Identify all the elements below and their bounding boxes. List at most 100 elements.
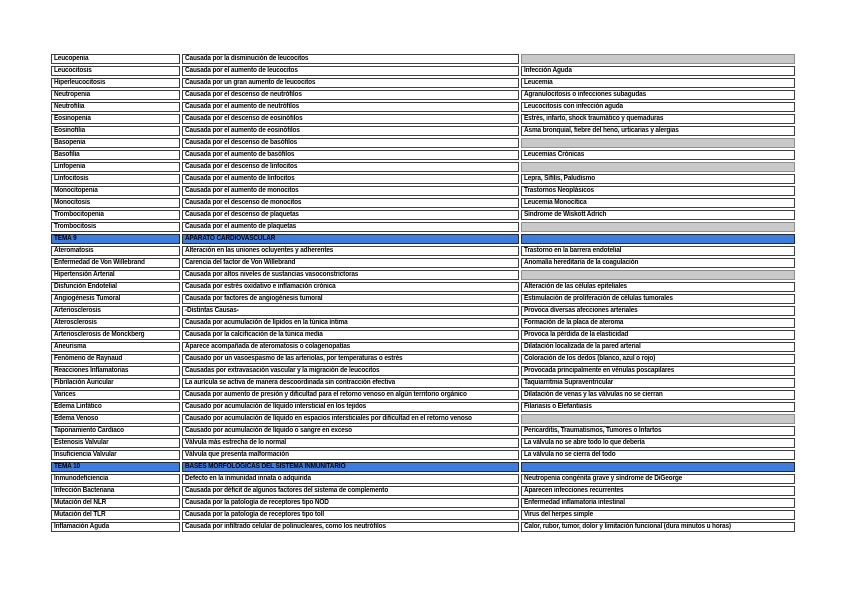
table-row: Neutrofilia Causada por el aumento de neu…: [51, 102, 795, 112]
cause-cell-text: Causada por el aumento de basófilos: [185, 151, 295, 158]
association-cell: Leucemia Monocítica: [521, 198, 795, 208]
cause-cell-text: Causada por altos niveles de sustancias …: [185, 271, 359, 278]
cause-cell-text: Causada por acumulación de lípidos en la…: [185, 319, 348, 326]
association-cell-text: Estimulación de proliferación de células…: [524, 295, 673, 302]
cause-cell-text: Causada por déficit de algunos factores …: [185, 487, 389, 494]
term-cell: Hipertensión Arterial: [51, 270, 181, 280]
association-cell: [521, 162, 795, 172]
term-cell: Estenosis Valvular: [51, 438, 181, 448]
term-cell-text: Infección Bacteriana: [54, 487, 115, 494]
term-cell-text: Trombocitopenia: [54, 211, 104, 218]
term-cell-text: Linfocitosis: [54, 175, 89, 182]
association-cell-text: La válvula no se abre todo lo que deberí…: [524, 439, 645, 446]
association-cell: Filariasis o Elefantiasis: [521, 402, 795, 412]
cause-cell: Válvula más estrecha de lo normal: [182, 438, 520, 448]
association-cell: Aparecen infecciones recurrentes: [521, 486, 795, 496]
cause-cell-text: Causado por acumulación de líquido inter…: [185, 403, 367, 410]
cause-cell: Causada por la disminución de leucocitos: [182, 54, 520, 64]
term-cell: Enfermedad de Von Willebrand: [51, 258, 181, 268]
table-row: Hipertensión Arterial Causada por altos n…: [51, 270, 795, 280]
table-row: Fibrilación Auricular La aurícula se acti…: [51, 378, 795, 388]
association-cell-text: Enfermedad inflamatoria intestinal: [524, 499, 625, 506]
term-cell-text: Arteriosclerosis: [54, 307, 101, 314]
section-header-row: TEMA 9 APARATO CARDIOVASCULAR: [51, 234, 795, 244]
cause-cell: Causada por el descenso de neutrófilos: [182, 90, 520, 100]
association-cell-text: Asma bronquial, fiebre del heno, urticar…: [524, 127, 679, 134]
cause-cell: Causada por el aumento de neutrófilos: [182, 102, 520, 112]
association-cell-text: Leucemia: [524, 79, 553, 86]
cause-cell: Aparece acompañada de ateromatosis o col…: [182, 342, 520, 352]
table-row: Aterosclerosis Causada por acumulación de…: [51, 318, 795, 328]
cause-cell-text: Causada por el aumento de neutrófilos: [185, 103, 300, 110]
term-cell: Monocitosis: [51, 198, 181, 208]
association-cell: [521, 234, 795, 244]
table-row: Insuficiencia Valvular Válvula que presen…: [51, 450, 795, 460]
cause-cell: Causada por aumento de presión y dificul…: [182, 390, 520, 400]
term-cell-text: TEMA 9: [54, 235, 77, 242]
cause-cell-text: Causada por el descenso de linfocitos: [185, 163, 298, 170]
association-cell: Alteración de las células epiteliales: [521, 282, 795, 292]
cause-cell: Causada por el aumento de monocitos: [182, 186, 520, 196]
cause-cell: Causada por déficit de algunos factores …: [182, 486, 520, 496]
table-row: Basofilia Causada por el aumento de basóf…: [51, 150, 795, 160]
association-cell-text: Leucemia Monocítica: [524, 199, 587, 206]
term-cell-text: Edema Linfático: [54, 403, 102, 410]
association-cell-text: Aparecen infecciones recurrentes: [524, 487, 624, 494]
cause-cell: Causada por el descenso de plaquetas: [182, 210, 520, 220]
table-row: Reacciones Inflamatorias Causadas por ext…: [51, 366, 795, 376]
association-cell-text: Calor, rubor, tumor, dolor y limitación …: [524, 523, 731, 530]
term-cell: Basopenia: [51, 138, 181, 148]
cause-cell: La aurícula se activa de manera descoord…: [182, 378, 520, 388]
table-row: Arteriosclerosis -Distintas Causas- Provoc…: [51, 306, 795, 316]
term-cell-text: Eosinopenia: [54, 115, 91, 122]
term-cell: Hiperleucocitosis: [51, 78, 181, 88]
association-cell: La válvula no se cierra del todo: [521, 450, 795, 460]
table-row: Arteriosclerosis de Monckberg Causada por…: [51, 330, 795, 340]
term-cell-text: Edema Venoso: [54, 415, 99, 422]
association-cell: Síndrome de Wiskott Adrich: [521, 210, 795, 220]
cause-cell-text: Causada por estrés oxidativo e inflamaci…: [185, 283, 336, 290]
cause-cell-text: Causada por el descenso de basófilos: [185, 139, 298, 146]
table-row: Eosinofilia Causada por el aumento de eos…: [51, 126, 795, 136]
term-cell: Monocitopenia: [51, 186, 181, 196]
association-cell-text: Agranulocitosis o infecciones subagudas: [524, 91, 647, 98]
association-cell: Leucocitosis con infección aguda: [521, 102, 795, 112]
term-cell: Linfopenia: [51, 162, 181, 172]
term-cell: Basofilia: [51, 150, 181, 160]
cause-cell: Causada por el aumento de basófilos: [182, 150, 520, 160]
cause-cell: Causada por el aumento de eosinófilos: [182, 126, 520, 136]
cause-cell: Causada por el descenso de monocitos: [182, 198, 520, 208]
association-cell-text: Coloración de los dedos (blanco, azul o …: [524, 355, 656, 362]
association-cell-text: Anomalía hereditaria de la coagulación: [524, 259, 639, 266]
table-row: Inflamación Aguda Causada por infiltrado …: [51, 522, 795, 532]
cause-cell: Causada por el descenso de basófilos: [182, 138, 520, 148]
cause-cell: Carencia del factor de Von Willebrand: [182, 258, 520, 268]
term-cell-text: Monocitopenia: [54, 187, 98, 194]
table-row: Edema Linfático Causado por acumulación d…: [51, 402, 795, 412]
cause-cell: Alteración en las uniones ocluyentes y a…: [182, 246, 520, 256]
cause-cell-text: Causada por el aumento de plaquetas: [185, 223, 297, 230]
association-cell-text: Síndrome de Wiskott Adrich: [524, 211, 607, 218]
cause-cell-text: Válvula más estrecha de lo normal: [185, 439, 287, 446]
cause-cell-text: Causada por la calcificación de la túnic…: [185, 331, 324, 338]
term-cell: Reacciones Inflamatorias: [51, 366, 181, 376]
term-cell: Edema Venoso: [51, 414, 181, 424]
term-cell: Inmunodeficiencia: [51, 474, 181, 484]
cause-cell-text: Defecto en la inmunidad innata o adquiri…: [185, 475, 312, 482]
table-row: Leucocitosis Causada por el aumento de le…: [51, 66, 795, 76]
term-cell-text: Eosinofilia: [54, 127, 86, 134]
association-cell: Anomalía hereditaria de la coagulación: [521, 258, 795, 268]
table-row: Inmunodeficiencia Defecto en la inmunidad…: [51, 474, 795, 484]
cause-cell: Causado por acumulación de líquido en es…: [182, 414, 520, 424]
cause-cell-text: Causada por la patología de receptores t…: [185, 499, 330, 506]
cause-cell: Causada por la patología de receptores t…: [182, 498, 520, 508]
term-cell: Neutropenia: [51, 90, 181, 100]
term-cell-text: Reacciones Inflamatorias: [54, 367, 129, 374]
association-cell-text: Leucocitosis con infección aguda: [524, 103, 624, 110]
term-cell-text: Leucopenia: [54, 55, 89, 62]
association-cell-text: Pericarditis, Traumatismos, Tumores o In…: [524, 427, 662, 434]
term-cell-text: Basopenia: [54, 139, 86, 146]
association-cell: [521, 138, 795, 148]
term-cell: Neutrofilia: [51, 102, 181, 112]
